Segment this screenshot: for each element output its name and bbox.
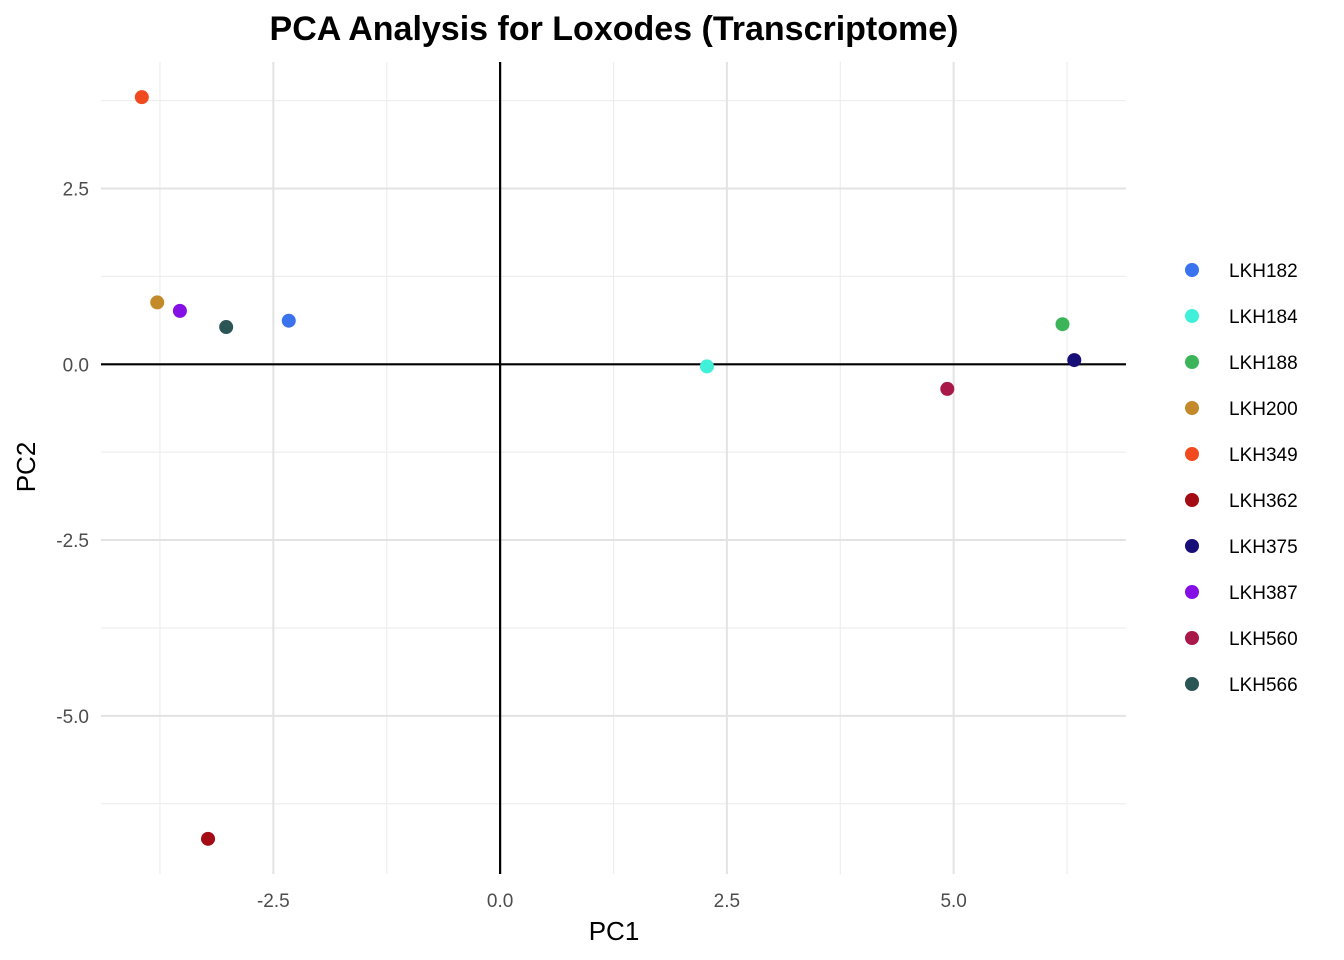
legend-key-lkh184: [1185, 309, 1199, 323]
legend-label: LKH349: [1229, 445, 1298, 466]
legend-key-lkh387: [1185, 585, 1199, 599]
legend-label: LKH375: [1229, 537, 1298, 558]
legend-key-lkh375: [1185, 539, 1199, 553]
legend-key-lkh362: [1185, 493, 1199, 507]
y-tick-label: -2.5: [56, 531, 89, 552]
legend-label: LKH182: [1229, 261, 1298, 282]
legend-key-lkh200: [1185, 401, 1199, 415]
legend-key-lkh349: [1185, 447, 1199, 461]
reference-lines: [101, 62, 1126, 874]
data-point-lkh387: [172, 303, 187, 318]
legend-key-lkh188: [1185, 355, 1199, 369]
data-points: [134, 90, 1082, 846]
legend-label: LKH200: [1229, 399, 1298, 420]
legend-label: LKH188: [1229, 353, 1298, 374]
x-tick-label: -2.5: [257, 891, 290, 912]
data-point-lkh182: [281, 313, 296, 328]
legend-label: LKH362: [1229, 491, 1298, 512]
data-point-lkh560: [940, 381, 955, 396]
y-tick-label: 0.0: [63, 355, 89, 376]
legend-key-lkh560: [1185, 631, 1199, 645]
legend-key-lkh182: [1185, 263, 1199, 277]
y-axis-ticks: 2.5 0.0 -2.5 -5.0: [56, 180, 89, 728]
x-tick-label: 0.0: [487, 891, 513, 912]
x-tick-label: 5.0: [940, 891, 966, 912]
data-point-lkh200: [150, 295, 165, 310]
x-axis-title: PC1: [589, 916, 640, 946]
legend: LKH182 LKH184 LKH188 LKH200 LKH349 LKH362 LKH3…: [1185, 261, 1298, 696]
data-point-lkh375: [1067, 353, 1082, 368]
legend-label: LKH560: [1229, 629, 1298, 650]
grid-lines: [101, 62, 1126, 874]
legend-key-lkh566: [1185, 677, 1199, 691]
x-tick-label: 2.5: [714, 891, 740, 912]
x-axis-ticks: -2.5 0.0 2.5 5.0: [257, 891, 967, 912]
y-axis-title: PC2: [11, 442, 41, 493]
y-tick-label: 2.5: [63, 180, 89, 201]
y-tick-label: -5.0: [56, 707, 89, 728]
legend-label: LKH184: [1229, 307, 1298, 328]
chart-title: PCA Analysis for Loxodes (Transcriptome): [270, 10, 959, 48]
legend-label: LKH566: [1229, 675, 1298, 696]
data-point-lkh184: [699, 359, 714, 374]
legend-label: LKH387: [1229, 583, 1298, 604]
data-point-lkh188: [1055, 317, 1070, 332]
data-point-lkh362: [201, 831, 216, 846]
data-point-lkh349: [134, 90, 149, 105]
data-point-lkh566: [219, 320, 234, 335]
